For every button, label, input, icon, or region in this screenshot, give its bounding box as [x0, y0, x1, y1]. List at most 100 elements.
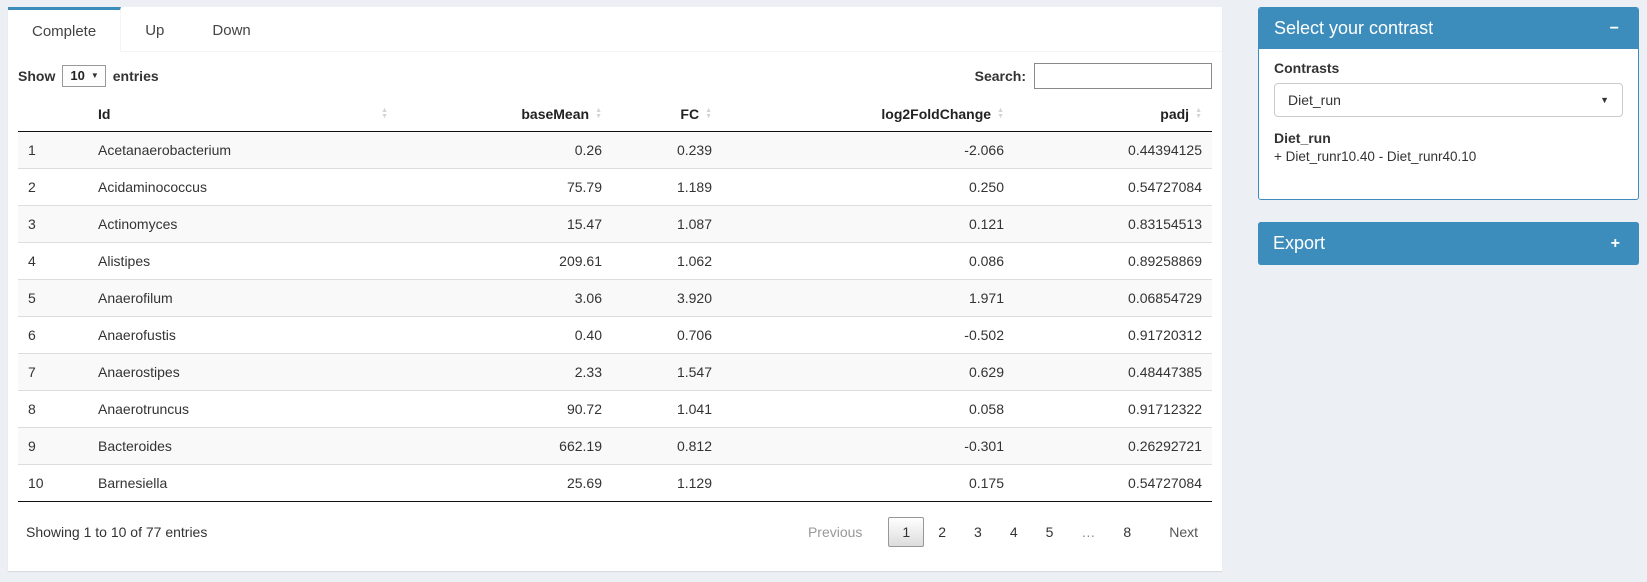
cell-fc: 1.189 [612, 168, 722, 206]
table-row[interactable]: 10 Barnesiella 25.69 1.129 0.175 0.54727… [18, 464, 1212, 502]
row-number: 2 [18, 168, 88, 206]
collapse-icon[interactable]: − [1609, 19, 1619, 37]
cell-log2foldchange: 0.250 [722, 168, 1014, 206]
cell-basemean: 75.79 [398, 168, 612, 206]
page-length-select[interactable]: 10 ▼ [62, 65, 106, 87]
pagination-ellipsis: … [1081, 524, 1096, 540]
cell-basemean: 25.69 [398, 464, 612, 502]
contrast-formula: + Diet_runr10.40 - Diet_runr40.10 [1274, 149, 1477, 164]
cell-log2foldchange: 0.175 [722, 464, 1014, 502]
page-length-control: Show 10 ▼ entries [18, 65, 159, 87]
cell-id: Bacteroides [88, 427, 398, 465]
sort-icon: ▲ ▼ [595, 107, 602, 120]
cell-fc: 1.129 [612, 464, 722, 502]
cell-basemean: 662.19 [398, 427, 612, 465]
sort-icon: ▲ ▼ [381, 107, 388, 120]
page-button-4[interactable]: 4 [1009, 524, 1018, 540]
page-length-value: 10 [70, 68, 85, 83]
contrast-panel-body: Contrasts Diet_run ▼ Diet_run + Diet_run… [1259, 49, 1638, 175]
page-button-1[interactable]: 1 [888, 517, 925, 547]
row-number: 10 [18, 464, 88, 502]
tab-down[interactable]: Down [188, 7, 274, 51]
cell-basemean: 3.06 [398, 279, 612, 317]
header-basemean[interactable]: baseMean ▲ ▼ [398, 97, 612, 132]
header-fc[interactable]: FC ▲ ▼ [612, 97, 722, 132]
page-button-2[interactable]: 2 [938, 524, 947, 540]
table-footer: Showing 1 to 10 of 77 entries Previous 1… [8, 515, 1222, 549]
table-row[interactable]: 5 Anaerofilum 3.06 3.920 1.971 0.0685472… [18, 279, 1212, 317]
table-row[interactable]: 4 Alistipes 209.61 1.062 0.086 0.8925886… [18, 242, 1212, 280]
header-padj[interactable]: padj ▲ ▼ [1014, 97, 1212, 132]
header-id-label: Id [98, 106, 111, 122]
table-info: Showing 1 to 10 of 77 entries [26, 524, 208, 540]
expand-icon[interactable]: + [1610, 234, 1620, 252]
tab-complete[interactable]: Complete [8, 7, 122, 52]
cell-log2foldchange: -2.066 [964, 142, 1004, 158]
cell-basemean: 0.40 [398, 316, 612, 354]
cell-id: Acidaminococcus [88, 168, 398, 206]
table-row[interactable]: 9 Bacteroides 662.19 0.812 -0.301 0.2629… [18, 427, 1212, 465]
cell-id: Anaerotruncus [88, 390, 398, 428]
row-number: 1 [28, 142, 36, 158]
entries-label: entries [112, 68, 159, 84]
results-table: Id ▲ ▼ baseMean ▲ ▼ [18, 97, 1212, 502]
cell-padj: 0.54727084 [1014, 464, 1212, 502]
page-button-3[interactable]: 3 [974, 524, 982, 540]
table-controls: Show 10 ▼ entries Search: [8, 61, 1222, 91]
cell-fc: 0.812 [612, 427, 722, 465]
cell-padj: 0.44394125 [1128, 142, 1202, 158]
cell-log2foldchange: 0.629 [722, 353, 1014, 391]
table-row[interactable]: 8 Anaerotruncus 90.72 1.041 0.058 0.9171… [18, 390, 1212, 428]
sort-icon: ▲ ▼ [1195, 107, 1202, 120]
header-basemean-label: baseMean [521, 106, 590, 122]
table-row[interactable]: 1 Acetanaerobacterium 0.26 0.239 -2.066 … [18, 131, 1212, 169]
cell-padj: 0.89258869 [1014, 242, 1212, 280]
previous-page-button[interactable]: Previous [807, 524, 863, 540]
row-number: 7 [18, 353, 88, 391]
table-header-row: Id ▲ ▼ baseMean ▲ ▼ [18, 97, 1212, 132]
export-panel-title: Export [1273, 233, 1326, 253]
contrast-panel-header: Select your contrast − [1259, 8, 1638, 49]
cell-padj: 0.26292721 [1014, 427, 1212, 465]
cell-padj: 0.91720312 [1014, 316, 1212, 354]
page-button-8[interactable]: 8 [1123, 524, 1132, 540]
cell-basemean: 209.61 [398, 242, 612, 280]
export-panel-header[interactable]: Export + [1258, 222, 1639, 265]
contrast-panel-title: Select your contrast [1274, 18, 1434, 38]
export-panel: Export + [1258, 222, 1639, 265]
cell-fc: 1.041 [612, 390, 722, 428]
cell-padj: 0.48447385 [1014, 353, 1212, 391]
show-label: Show [18, 68, 56, 84]
table-row[interactable]: 6 Anaerofustis 0.40 0.706 -0.502 0.91720… [18, 316, 1212, 354]
cell-id: Barnesiella [88, 464, 398, 502]
cell-log2foldchange: 0.086 [722, 242, 1014, 280]
header-padj-label: padj [1160, 106, 1190, 122]
cell-id: Acetanaerobacterium [98, 142, 232, 158]
results-panel: Complete Up Down Show 10 ▼ entries Searc… [8, 7, 1222, 571]
page-button-5[interactable]: 5 [1045, 524, 1054, 540]
cell-basemean: 2.33 [398, 353, 612, 391]
contrast-select[interactable]: Diet_run ▼ [1274, 83, 1623, 117]
cell-fc: 3.920 [612, 279, 722, 317]
header-id[interactable]: Id ▲ ▼ [88, 97, 398, 132]
row-number: 9 [18, 427, 88, 465]
header-log2foldchange-label: log2FoldChange [881, 106, 992, 122]
table-row[interactable]: 3 Actinomyces 15.47 1.087 0.121 0.831545… [18, 205, 1212, 243]
row-number: 6 [18, 316, 88, 354]
cell-basemean: 15.47 [398, 205, 612, 243]
search-input[interactable] [1034, 63, 1212, 89]
table-row[interactable]: 7 Anaerostipes 2.33 1.547 0.629 0.484473… [18, 353, 1212, 391]
table-row[interactable]: 2 Acidaminococcus 75.79 1.189 0.250 0.54… [18, 168, 1212, 206]
cell-log2foldchange: 0.121 [722, 205, 1014, 243]
header-log2foldchange[interactable]: log2FoldChange ▲ ▼ [722, 97, 1014, 132]
row-number: 5 [18, 279, 88, 317]
next-page-button[interactable]: Next [1169, 524, 1198, 540]
cell-fc: 1.062 [612, 242, 722, 280]
row-number: 8 [18, 390, 88, 428]
tab-up[interactable]: Up [121, 7, 188, 51]
cell-padj: 0.54727084 [1014, 168, 1212, 206]
search-control: Search: [975, 63, 1212, 89]
tab-up-label: Up [145, 22, 165, 39]
cell-padj: 0.83154513 [1014, 205, 1212, 243]
cell-id: Alistipes [88, 242, 398, 280]
